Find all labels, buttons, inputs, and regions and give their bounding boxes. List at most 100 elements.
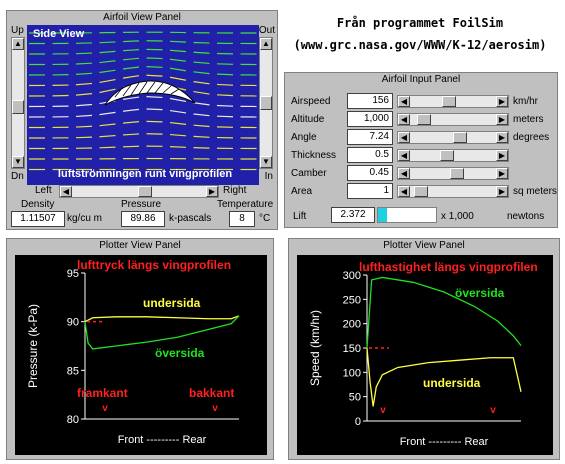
temperature-label: Temperature	[217, 199, 274, 210]
streamline-segment	[75, 103, 93, 107]
scroll-up-button[interactable]: ▲	[260, 38, 272, 50]
streamline-segment	[216, 94, 234, 97]
input-value[interactable]: 0.5	[347, 147, 393, 163]
scroll-up-button[interactable]: ▲	[12, 38, 24, 50]
y-axis-label: Speed (km/hr)	[308, 310, 322, 386]
rear-marker: v	[212, 403, 218, 414]
scroll-down-button[interactable]: ▼	[12, 156, 24, 168]
streamline-segment	[169, 49, 187, 53]
streamline-segment	[75, 62, 93, 65]
scroll-right-button[interactable]: ▶	[206, 186, 218, 197]
density-value: 1.11507	[11, 211, 65, 227]
y-tick-label: 95	[67, 268, 79, 280]
input-slider[interactable]: ◀ ▶	[397, 149, 509, 162]
speed-plot: 0 50 100 150 200 250 300 Speed (km/hr) Front ---…	[297, 255, 553, 455]
slider-right-button[interactable]: ▶	[496, 132, 508, 143]
panel-title: Airfoil Input Panel	[381, 74, 461, 85]
input-slider[interactable]: ◀ ▶	[397, 167, 509, 180]
input-value[interactable]: 1,000	[347, 111, 393, 127]
airfoil-input-panel: Airfoil Input Panel Airspeed 156 ◀ ▶ km/hr Al…	[284, 72, 558, 228]
scroll-down-button[interactable]: ▼	[260, 156, 272, 168]
slider-left-button[interactable]: ◀	[398, 168, 410, 179]
streamline-segment	[75, 114, 93, 118]
streamline-segment	[122, 108, 140, 112]
streamline-segment	[75, 72, 93, 75]
input-value[interactable]: 7.24	[347, 129, 393, 145]
x-axis-label: Front --------- Rear	[118, 434, 207, 446]
plot-annotation: lufthastighet längs vingprofilen	[359, 260, 538, 274]
y-tick-label: 80	[67, 414, 79, 426]
streamline-segment	[75, 93, 93, 96]
streamline-segment	[75, 125, 93, 128]
streamline-segment	[122, 49, 140, 52]
lift-label: Lift	[293, 211, 307, 222]
scroll-left-button[interactable]: ◀	[60, 186, 72, 197]
slider-right-button[interactable]: ▶	[496, 150, 508, 161]
input-slider[interactable]: ◀ ▶	[397, 185, 509, 198]
pressure-plotter-panel: Plotter View Panel 80 85 90 95 Pressure (k-P…	[6, 238, 274, 460]
label-bakkant: bakkant	[189, 386, 234, 400]
horizontal-scroll[interactable]: ◀ ▶	[59, 185, 219, 198]
density-unit: kg/cu m	[67, 213, 103, 224]
label-undersida: undersida	[143, 296, 201, 310]
slider-left-button[interactable]: ◀	[398, 186, 410, 197]
slider-thumb[interactable]	[442, 96, 456, 107]
panel-title: Plotter View Panel	[99, 240, 181, 251]
scroll-thumb[interactable]	[138, 186, 152, 197]
slider-left-button[interactable]: ◀	[398, 96, 410, 107]
streamline-segment	[99, 88, 116, 94]
streamline-segment	[169, 58, 187, 62]
slider-right-button[interactable]: ▶	[496, 168, 508, 179]
lift-unit: newtons	[507, 211, 545, 222]
scroll-thumb[interactable]	[260, 96, 272, 110]
streamline-segment	[122, 57, 140, 61]
slider-left-button[interactable]: ◀	[398, 114, 410, 125]
y-tick-label: 50	[349, 392, 361, 404]
input-value[interactable]: 0.45	[347, 165, 393, 181]
input-value[interactable]: 156	[347, 93, 393, 109]
input-slider[interactable]: ◀ ▶	[397, 113, 509, 126]
slider-left-button[interactable]: ◀	[398, 150, 410, 161]
side-view-label: Side View	[33, 28, 85, 40]
input-value[interactable]: 1	[347, 183, 393, 199]
slider-right-button[interactable]: ▶	[496, 186, 508, 197]
slider-thumb[interactable]	[417, 114, 431, 125]
streamline-segment	[169, 97, 187, 103]
streamline-segment	[146, 96, 163, 99]
streamline-segment	[122, 96, 140, 100]
streamline-segment	[193, 51, 210, 54]
scroll-thumb[interactable]	[12, 100, 24, 114]
streamline-segment	[169, 76, 187, 81]
slider-thumb[interactable]	[453, 132, 467, 143]
slider-thumb[interactable]	[450, 168, 464, 179]
streamline-segment	[216, 83, 234, 86]
streamline-segment	[122, 145, 140, 148]
streamline-segment	[99, 50, 116, 54]
slider-right-button[interactable]: ▶	[496, 96, 508, 107]
y-tick-label: 100	[343, 367, 361, 379]
streamline-segment	[75, 136, 93, 139]
vertical-scroll-right[interactable]: ▲ ▼	[259, 37, 273, 169]
input-unit: sq meters	[513, 186, 557, 197]
vertical-scroll-left[interactable]: ▲ ▼	[11, 37, 25, 169]
streamline-segment	[99, 78, 116, 84]
y-tick-label: 300	[343, 270, 361, 282]
input-slider[interactable]: ◀ ▶	[397, 95, 509, 108]
left-label: Left	[35, 185, 52, 196]
slider-thumb[interactable]	[414, 186, 428, 197]
streamline-segment	[122, 40, 140, 43]
streamline-segment	[146, 66, 163, 68]
streamline-segment	[99, 41, 116, 44]
y-tick-label: 250	[343, 294, 361, 306]
slider-right-button[interactable]: ▶	[496, 114, 508, 125]
streamline-segment	[122, 75, 140, 79]
input-slider[interactable]: ◀ ▶	[397, 131, 509, 144]
streamline-segment	[169, 40, 187, 43]
streamline-segment	[193, 41, 210, 44]
slider-left-button[interactable]: ◀	[398, 132, 410, 143]
streamline-segment	[193, 135, 210, 138]
airfoil-view-panel: Airfoil View Panel Up Out Dn In ▲ ▼ ▲ ▼ …	[6, 10, 278, 230]
panel-title: Airfoil View Panel	[103, 12, 181, 23]
slider-thumb[interactable]	[440, 150, 454, 161]
airfoil-view-canvas: Side View luftströmningen runt vingprofi…	[27, 25, 259, 185]
